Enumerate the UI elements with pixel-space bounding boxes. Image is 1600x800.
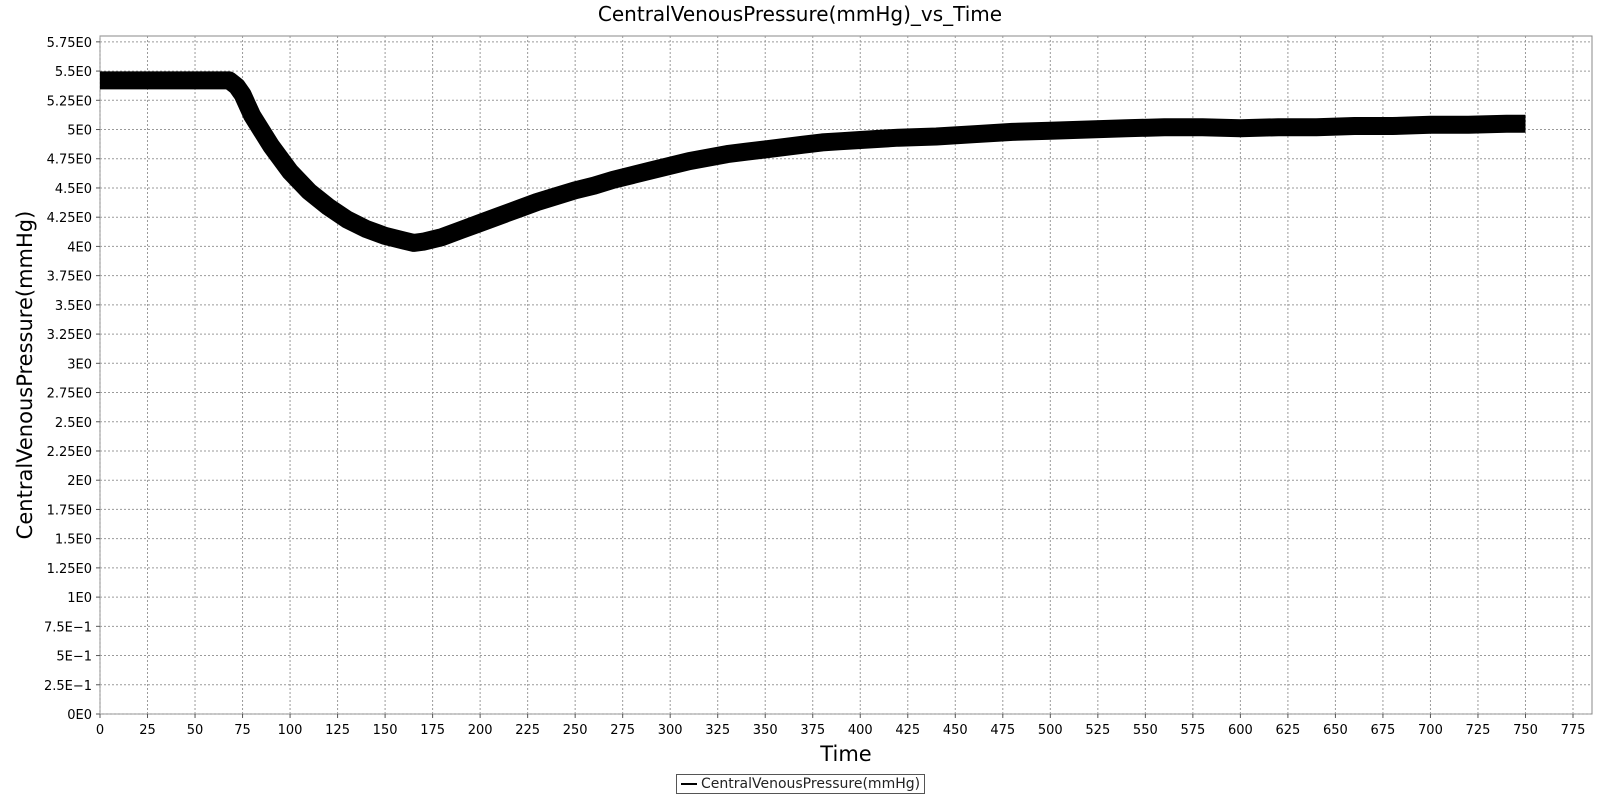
legend: CentralVenousPressure(mmHg) <box>676 774 926 794</box>
x-tick-label: 750 <box>1513 723 1538 738</box>
tick-layer: 0 25 50 75 100 125 150 175 200 225 250 275 300 325 350… <box>44 36 1585 738</box>
y-tick-label: 2.25E0 <box>47 445 92 460</box>
x-tick-label: 700 <box>1418 723 1443 738</box>
x-tick-label: 350 <box>753 723 778 738</box>
y-tick-label: 1.5E0 <box>55 533 92 548</box>
grid-layer <box>99 36 1592 715</box>
chart-title: CentralVenousPressure(mmHg)_vs_Time <box>597 2 1003 26</box>
x-tick-label: 0 <box>96 723 104 738</box>
y-tick-label: 1.75E0 <box>47 503 92 518</box>
x-tick-label: 625 <box>1275 723 1300 738</box>
y-tick-label: 5E0 <box>67 124 92 139</box>
x-tick-label: 775 <box>1561 723 1586 738</box>
x-tick-label: 450 <box>943 723 968 738</box>
y-tick-label: 2.5E−1 <box>44 679 92 694</box>
x-tick-label: 475 <box>990 723 1015 738</box>
x-tick-label: 25 <box>139 723 156 738</box>
x-tick-label: 325 <box>705 723 730 738</box>
legend-label: CentralVenousPressure(mmHg) <box>701 776 921 792</box>
x-tick-label: 175 <box>420 723 445 738</box>
x-tick-label: 50 <box>187 723 204 738</box>
y-tick-label: 3E0 <box>67 357 92 372</box>
y-tick-label: 2.5E0 <box>55 416 92 431</box>
y-tick-label: 2E0 <box>67 474 92 489</box>
series-layer <box>100 71 1526 252</box>
x-tick-label: 525 <box>1085 723 1110 738</box>
y-tick-label: 5.5E0 <box>55 65 92 80</box>
x-tick-label: 675 <box>1371 723 1396 738</box>
y-tick-label: 4.75E0 <box>47 153 92 168</box>
x-tick-label: 150 <box>373 723 398 738</box>
y-tick-label: 7.5E−1 <box>44 620 92 635</box>
y-tick-label: 5E−1 <box>56 650 92 665</box>
x-tick-label: 500 <box>1038 723 1063 738</box>
x-tick-label: 550 <box>1133 723 1158 738</box>
x-tick-label: 250 <box>563 723 588 738</box>
x-tick-label: 225 <box>515 723 540 738</box>
x-tick-label: 400 <box>848 723 873 738</box>
x-tick-label: 600 <box>1228 723 1253 738</box>
y-tick-label: 3.75E0 <box>47 270 92 285</box>
y-tick-label: 4E0 <box>67 240 92 255</box>
y-tick-label: 5.25E0 <box>47 94 92 109</box>
x-tick-label: 375 <box>800 723 825 738</box>
y-tick-label: 2.75E0 <box>47 387 92 402</box>
y-tick-label: 4.5E0 <box>55 182 92 197</box>
y-tick-label: 3.5E0 <box>55 299 92 314</box>
y-tick-label: 1.25E0 <box>47 562 92 577</box>
x-tick-label: 125 <box>325 723 350 738</box>
y-tick-label: 5.75E0 <box>47 36 92 51</box>
legend-swatch <box>681 783 697 785</box>
x-axis-title: Time <box>819 742 871 766</box>
x-tick-label: 100 <box>278 723 303 738</box>
y-tick-label: 4.25E0 <box>47 211 92 226</box>
x-tick-label: 425 <box>895 723 920 738</box>
y-tick-label: 1E0 <box>67 591 92 606</box>
x-tick-label: 300 <box>658 723 683 738</box>
x-tick-label: 275 <box>610 723 635 738</box>
y-axis-title: CentralVenousPressure(mmHg) <box>13 211 37 540</box>
x-tick-label: 200 <box>468 723 493 738</box>
x-tick-label: 575 <box>1180 723 1205 738</box>
y-tick-label: 0E0 <box>67 708 92 723</box>
x-tick-label: 725 <box>1466 723 1491 738</box>
series-line <box>100 71 1526 252</box>
y-tick-label: 3.25E0 <box>47 328 92 343</box>
x-tick-label: 650 <box>1323 723 1348 738</box>
x-tick-label: 75 <box>234 723 251 738</box>
